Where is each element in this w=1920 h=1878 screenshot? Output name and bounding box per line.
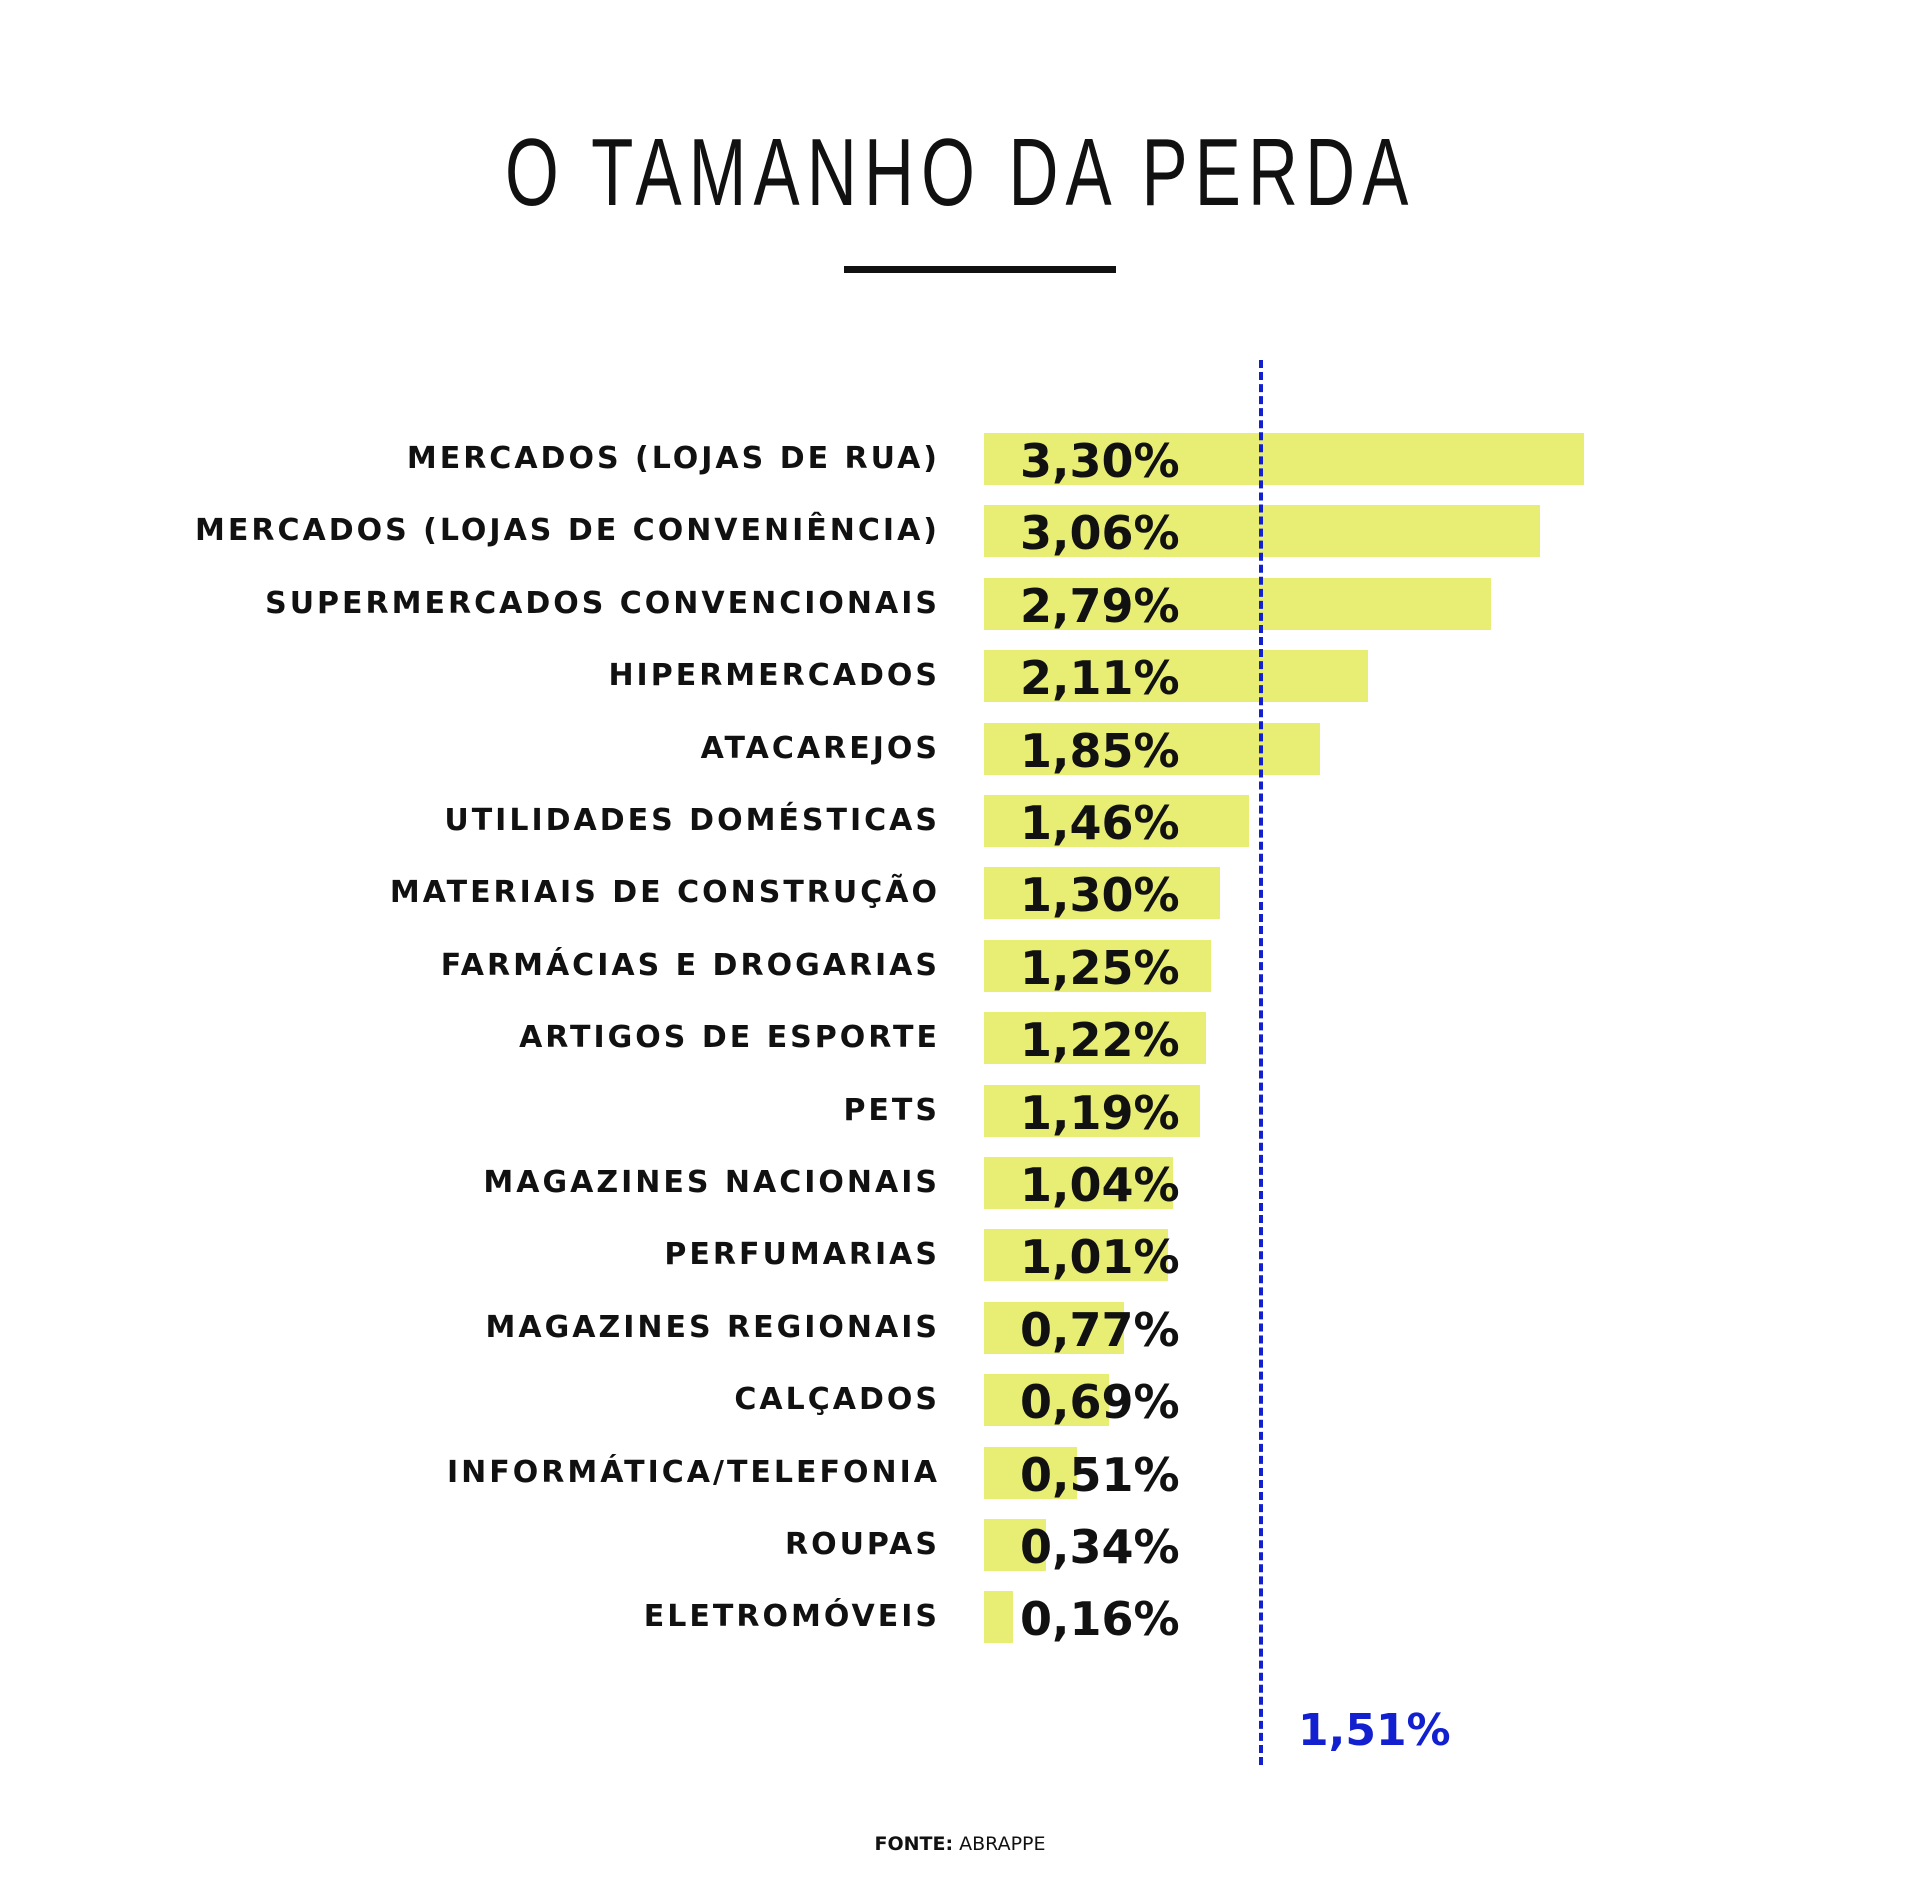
category-label: MERCADOS (LOJAS DE CONVENIÊNCIA)	[195, 513, 940, 549]
bar	[984, 577, 1492, 630]
source-name: ABRAPPE	[959, 1833, 1046, 1855]
value-label: 0,16%	[1020, 1592, 1180, 1647]
bar	[984, 1446, 1077, 1499]
bar	[984, 1229, 1168, 1282]
category-label: MATERIAIS DE CONSTRUÇÃO	[389, 875, 940, 911]
category-label: ROUPAS	[784, 1527, 940, 1562]
value-label: 0,69%	[1020, 1375, 1180, 1430]
category-label: ARTIGOS DE ESPORTE	[519, 1020, 940, 1056]
value-label: 2,11%	[1020, 651, 1180, 706]
value-label: 1,22%	[1020, 1013, 1180, 1068]
average-reference-label: 1,51%	[1298, 1705, 1451, 1756]
category-label: SUPERMERCADOS CONVENCIONAIS	[265, 585, 940, 621]
category-label: PETS	[843, 1092, 940, 1128]
value-label: 3,30%	[1020, 434, 1180, 488]
average-reference-line	[1258, 360, 1263, 1765]
value-label: 0,34%	[1020, 1520, 1180, 1574]
bar	[984, 1084, 1201, 1137]
bar	[984, 1012, 1206, 1065]
value-label: 0,51%	[1020, 1447, 1180, 1502]
category-label: MERCADOS (LOJAS DE RUA)	[406, 441, 940, 476]
bar	[984, 1374, 1110, 1427]
category-label: MAGAZINES REGIONAIS	[485, 1309, 940, 1345]
value-label: 1,19%	[1020, 1085, 1180, 1140]
value-label: 1,30%	[1020, 868, 1180, 923]
category-label: PERFUMARIAS	[664, 1237, 940, 1273]
category-label: ATACAREJOS	[700, 730, 940, 766]
category-label: ELETROMÓVEIS	[643, 1599, 940, 1635]
title-underline	[844, 266, 1116, 273]
bar	[984, 867, 1221, 920]
bar	[984, 1519, 1046, 1571]
category-label: UTILIDADES DOMÉSTICAS	[444, 803, 940, 838]
bar	[984, 1301, 1124, 1354]
bar	[984, 433, 1584, 485]
bar	[984, 939, 1212, 992]
value-label: 3,06%	[1020, 506, 1180, 561]
bar	[984, 795, 1250, 847]
value-label: 1,01%	[1020, 1230, 1180, 1285]
value-label: 1,25%	[1020, 940, 1180, 995]
value-label: 0,77%	[1020, 1302, 1180, 1357]
category-label: MAGAZINES NACIONAIS	[483, 1165, 940, 1200]
category-label: INFORMÁTICA/TELEFONIA	[447, 1454, 940, 1490]
bar	[984, 1591, 1014, 1644]
category-label: CALÇADOS	[734, 1382, 940, 1418]
bar	[984, 650, 1368, 703]
value-label: 1,85%	[1020, 723, 1180, 778]
bar	[984, 722, 1321, 775]
value-label: 1,04%	[1020, 1158, 1180, 1212]
value-label: 1,46%	[1020, 796, 1180, 850]
category-label: FARMÁCIAS E DROGARIAS	[440, 947, 940, 983]
chart-title: O TAMANHO DA PERDA	[504, 119, 1416, 226]
value-label: 2,79%	[1020, 578, 1180, 633]
source-prefix: FONTE:	[874, 1833, 954, 1855]
bar	[984, 1157, 1174, 1209]
category-label: HIPERMERCADOS	[608, 658, 940, 694]
source-note: FONTE: ABRAPPE	[0, 1833, 1920, 1855]
